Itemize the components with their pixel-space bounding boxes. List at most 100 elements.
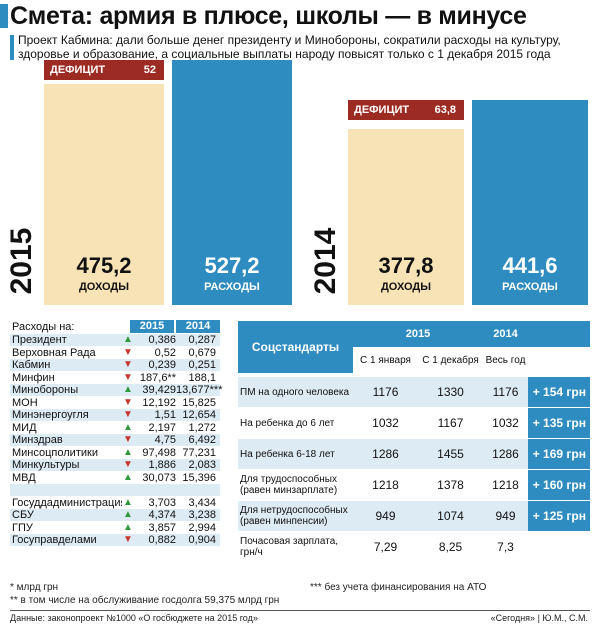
arrow-up-icon: ▲ [123,521,133,533]
standards-row-dec: 1074 [418,501,483,531]
arrow-up-icon: ▲ [123,446,133,458]
expense-2015: 0,882 [148,534,176,546]
standards-row-year-text: 1218 [492,478,519,492]
standards-col-jan-text: С 1 января [360,354,411,366]
standards-row-name-text: Почасовая зарплата, грн/ч [240,536,339,558]
standards-2015-header-text: 2015 [405,328,431,340]
expense-name: Госуддадминистрация [12,496,122,509]
standards-row-year: 1176 [483,377,528,407]
expense-row: Минсоцполитики ▲ 97,498 77,231 [10,447,220,459]
expense-name: Минобороны [12,384,79,396]
income-value-2014: 377,8 [378,253,434,278]
standards-row-dec-text: 1167 [437,416,464,430]
expense-row: ГПУ ▲ 3,857 2,994 [10,522,220,534]
standards-row-year: 1032 [483,408,528,438]
standards-row-year: 7,3 [483,532,528,562]
expense-2014: 1,272 [188,421,216,434]
income-bar-2015 [44,84,164,305]
expense-bar-2014 [472,99,588,305]
expense-name: Минкультуры [12,459,80,471]
standards-row-name-text: На ребенка 6-18 лет [240,448,335,460]
standards-row-jan: 1176 [353,377,418,407]
standards-row-dec: 1167 [418,408,483,438]
standards-row-year-text: 1286 [492,447,519,461]
expense-row: Верховная Рада ▼ 0,52 0,679 [10,347,220,359]
standards-row-year: 1218 [483,470,528,500]
standards-col-dec: С 1 декабря [418,347,483,373]
expense-2014: 6,492 [188,434,216,446]
standards-row-diff-text: + 169 грн [532,447,586,461]
expenses-col-2015: 2015 [130,320,174,333]
source-note: Данные: законопроект №1000 «О госбюджете… [10,613,258,623]
standards-row-year-text: 949 [495,509,516,523]
income-bar-2014 [348,129,464,305]
standards-row-diff: + 154 грн [528,377,590,407]
arrow-up-icon: ▲ [123,334,133,345]
standards-row-diff [528,532,590,562]
deficit-label: ДЕФИЦИТ [50,64,106,76]
expenses-col-2014: 2014 [176,320,220,333]
standards-row-jan-text: 1286 [372,447,399,461]
standards-row-name: Для трудоспособных (равен минзарплате) [238,470,355,500]
arrow-down-icon: ▼ [123,396,133,408]
footer-rule [10,610,590,611]
expense-2015: 0,239 [148,359,176,371]
expense-2015: 1,886 [148,459,176,471]
deficit-value: 52 [143,64,156,76]
expense-2015: 4,75 [154,434,176,446]
expense-row: СБУ ▲ 4,374 3,238 [10,509,220,521]
expense-row: Минфин ▼ 187,6** 188,1 [10,372,220,384]
standards-row-name: ПМ на одного человека [238,377,355,407]
standards-row-name: Для нетрудоспособных (равен минпенсии) [238,501,355,531]
standards-row-name-text: Для нетрудоспособных (равен минпенсии) [240,505,348,527]
arrow-down-icon: ▼ [123,534,133,545]
standards-row-name-text: Для трудоспособных (равен минзарплате) [240,474,338,496]
arrow-down-icon: ▼ [123,409,133,420]
standards-row-dec-text: 1330 [437,385,464,399]
expense-name: Президент [12,334,67,346]
expense-2014: 13,677*** [176,384,223,396]
standards-row-year-text: 7,3 [497,540,514,554]
expense-name: Кабмин [12,359,51,371]
standards-row-diff-text: + 125 грн [532,509,586,523]
standards-row-jan: 7,29 [353,532,418,562]
standards-row-diff-text: + 135 грн [532,416,586,430]
arrow-up-icon: ▲ [123,384,133,395]
standards-col-year: Весь год [483,347,528,373]
expense-2014: 3,434 [188,496,216,509]
income-caption-2015: ДОХОДЫ [78,281,130,293]
expense-2015: 3,703 [148,496,176,509]
expense-2015: 0,386 [148,334,176,346]
expense-row: Минэнергоугля ▼ 1,51 12,654 [10,409,220,421]
expense-row: Минздрав ▼ 4,75 6,492 [10,434,220,446]
expense-2014: 188,1 [188,371,216,384]
expense-2014: 0,251 [188,359,216,371]
expense-row: Growth [10,484,220,496]
expenses-title: Расходы на: [12,321,75,333]
expense-bar-2015 [172,60,292,305]
expense-2014: 2,083 [188,459,216,471]
expense-2014: 2,994 [188,521,216,534]
deficit-label: ДЕФИЦИТ [354,103,410,116]
standards-row-dec-text: 1074 [437,509,464,523]
standards-row-dec-text: 1378 [437,478,464,492]
standards-row-jan: 1032 [353,408,418,438]
expense-row: Минкультуры ▼ 1,886 2,083 [10,459,220,471]
standards-row-year-text: 1032 [492,416,519,430]
standards-row-name-text: На ребенка до 6 лет [240,417,335,429]
standards-row-jan: 1218 [353,470,418,500]
standards-row-jan-text: 1032 [372,416,399,430]
income-caption-2014: ДОХОДЫ [380,281,432,293]
standards-row-name: На ребенка до 6 лет [238,408,355,438]
expense-name: СБУ [12,509,34,521]
budget-charts: 2015 ДЕФИЦИТ 52 475,2 ДОХОДЫ 527,2 РАСХОДЫ 2014… [0,60,594,310]
standards-row-dec-text: 8,25 [438,540,463,554]
expense-name: МОН [12,396,38,409]
standards-row-jan-text: 949 [375,509,396,523]
footnote-2: ** в том числе на обслуживание госдолга … [10,595,280,606]
deficit-value: 63,8 [434,103,456,116]
expense-value-2015: 527,2 [204,253,260,278]
expense-name: Госуправделами [12,534,97,546]
expense-value-2014: 441,6 [502,253,558,278]
expense-2015: 2,197 [148,421,176,434]
